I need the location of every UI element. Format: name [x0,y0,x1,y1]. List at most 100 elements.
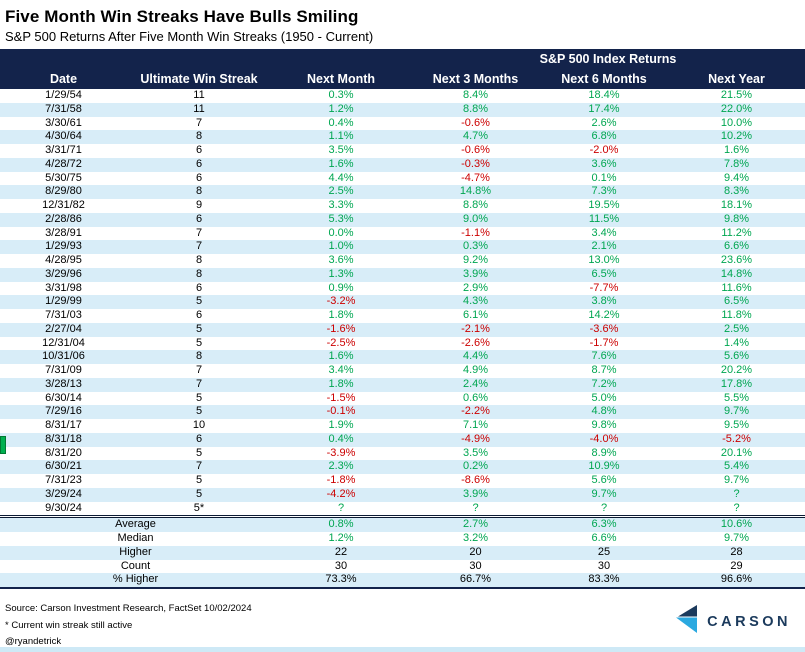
cell-return: 20.2% [720,364,753,376]
page-title: Five Month Win Streaks Have Bulls Smilin… [5,7,359,26]
cell-return: 0.4% [271,432,411,447]
cell-streak: 5 [195,474,203,486]
cell-streak: 6 [195,281,203,294]
table-row: 8/31/17 10 1.9% 7.1% 9.8% 9.5% [0,419,805,433]
cell-streak: 8 [127,350,271,364]
cell-date: 7/31/03 [45,309,82,321]
table-row: 4/30/64 8 1.1% 4.7% 6.8% 10.2% [0,130,805,144]
cell-date: 3/31/71 [45,144,82,156]
cell-return: 8.3% [668,185,805,199]
cell-streak: 7 [195,226,203,239]
table-row: 10/31/06 8 1.6% 4.4% 7.6% 5.6% [0,350,805,364]
cell-return: 4.8% [540,405,668,419]
cell-streak: 5 [195,336,203,349]
cell-date: 3/29/96 [0,267,127,282]
cell-streak: 5* [193,501,205,514]
cell-return: 1.4% [723,336,750,349]
cell-date: 7/31/09 [45,364,82,376]
cell-return: 11.2% [721,226,752,239]
cell-return: 4.3% [411,295,540,309]
column-header-row: Date Ultimate Win Streak Next Month Next 3 … [0,69,805,89]
table-row: 3/29/24 5 -4.2% 3.9% 9.7%? [0,487,805,502]
cell-date: 3/28/13 [0,377,127,392]
cell-return: 9.0% [411,212,540,227]
cell-streak: 7 [127,377,271,392]
cell-return: 18.4% [588,89,620,101]
cell-date: 7/31/23 [45,474,82,486]
cell-return: 9.7% [723,474,750,486]
table-row: 3/28/91 7 0.0% -1.1% 3.4% 11.2% [0,227,805,241]
cell-return: 1.6% [271,157,411,172]
cell-streak: 7 [127,460,271,474]
cell-return: 14.8% [411,185,540,199]
cell-return: -2.6% [461,336,490,349]
cell-return: 6.6% [668,240,805,254]
cell-return: 3.6% [540,157,668,172]
cell-return: 2.3% [271,460,411,474]
cell-date: 3/28/91 [45,226,82,239]
cell-date: 6/30/14 [45,391,82,404]
cell-return: 3.9% [411,487,540,502]
cell-return: 9.7% [540,487,668,502]
table-row: 3/29/96 8 1.3% 3.9% 6.5% 14.8% [0,267,805,282]
table-row: 3/31/98 6 0.9% 2.9% -7.7% 11.6% [0,282,805,296]
cell-streak: 10 [192,419,206,431]
summary-value: 83.3% [540,573,668,589]
cell-date: 3/30/61 [45,116,82,129]
cell-streak: 8 [127,185,271,199]
summary-value: 29 [730,559,743,572]
table-row: 1/29/99 5 -3.2% 4.3% 3.8% 6.5% [0,295,805,309]
summary-value: 9.7% [723,532,750,544]
cell-streak: 7 [195,364,203,376]
cell-return: 3.5% [328,144,354,156]
cell-return: ? [337,501,345,514]
cell-return: 5.0% [591,391,617,404]
cell-streak: 5 [127,322,271,337]
carson-logo-icon [675,605,698,639]
summary-value: 20 [411,545,540,560]
cell-return: 19.5% [588,199,620,211]
cell-return: 5.6% [668,350,805,364]
cell-return: 1.6% [723,144,750,156]
cell-return: -8.6% [461,474,490,486]
cell-return: 2.5% [668,322,805,337]
cell-streak: 8 [195,254,203,266]
bottom-edge-strip [0,647,805,652]
table-row: 2/28/86 6 5.3% 9.0% 11.5% 9.8% [0,212,805,227]
cell-date: 2/28/86 [0,212,127,227]
cell-return: -4.0% [540,432,668,447]
cell-return: 10.9% [540,460,668,474]
cell-streak: 8 [127,130,271,144]
cell-return: -1.5% [326,391,356,404]
cell-streak: 11 [193,89,205,101]
cell-return: 11.8% [721,309,752,321]
summary-label: Count [120,559,151,572]
table-row: 6/30/14 5 -1.5% 0.6% 5.0% 5.5% [0,392,805,406]
cell-date: 12/31/04 [42,336,85,349]
cell-return: 21.5% [720,89,753,101]
table-row: 7/31/23 5 -1.8% -8.6% 5.6% 9.7% [0,474,805,488]
cell-date: 10/31/06 [0,350,127,364]
cell-return: 6.1% [462,309,489,321]
cell-return: 3.4% [591,226,617,239]
summary-value: 96.6% [668,573,805,589]
summary-value: 25 [540,545,668,560]
cell-date: 5/30/75 [45,171,82,184]
cell-return: 17.4% [540,102,668,117]
table-row: 8/31/20 5 -3.9% 3.5% 8.9% 20.1% [0,447,805,461]
cell-return: 6.5% [668,295,805,309]
table-row: 3/28/13 7 1.8% 2.4% 7.2% 17.8% [0,377,805,392]
twitter-handle: @ryandetrick [5,636,62,647]
cell-date: 9/30/24 [45,501,82,514]
summary-value: 0.8% [271,515,411,532]
summary-value: 3.2% [462,532,489,544]
summary-value: 28 [668,545,805,560]
cell-return: 4.9% [462,364,489,376]
cell-return: ? [668,487,805,502]
cell-streak: 6 [195,144,203,156]
summary-value: 66.7% [411,573,540,589]
cell-return: -4.2% [271,487,411,502]
cell-return: 9.8% [591,419,617,431]
table-row: 3/31/71 6 3.5% -0.6% -2.0% 1.6% [0,144,805,158]
source-note: Source: Carson Investment Research, Fact… [5,603,252,614]
